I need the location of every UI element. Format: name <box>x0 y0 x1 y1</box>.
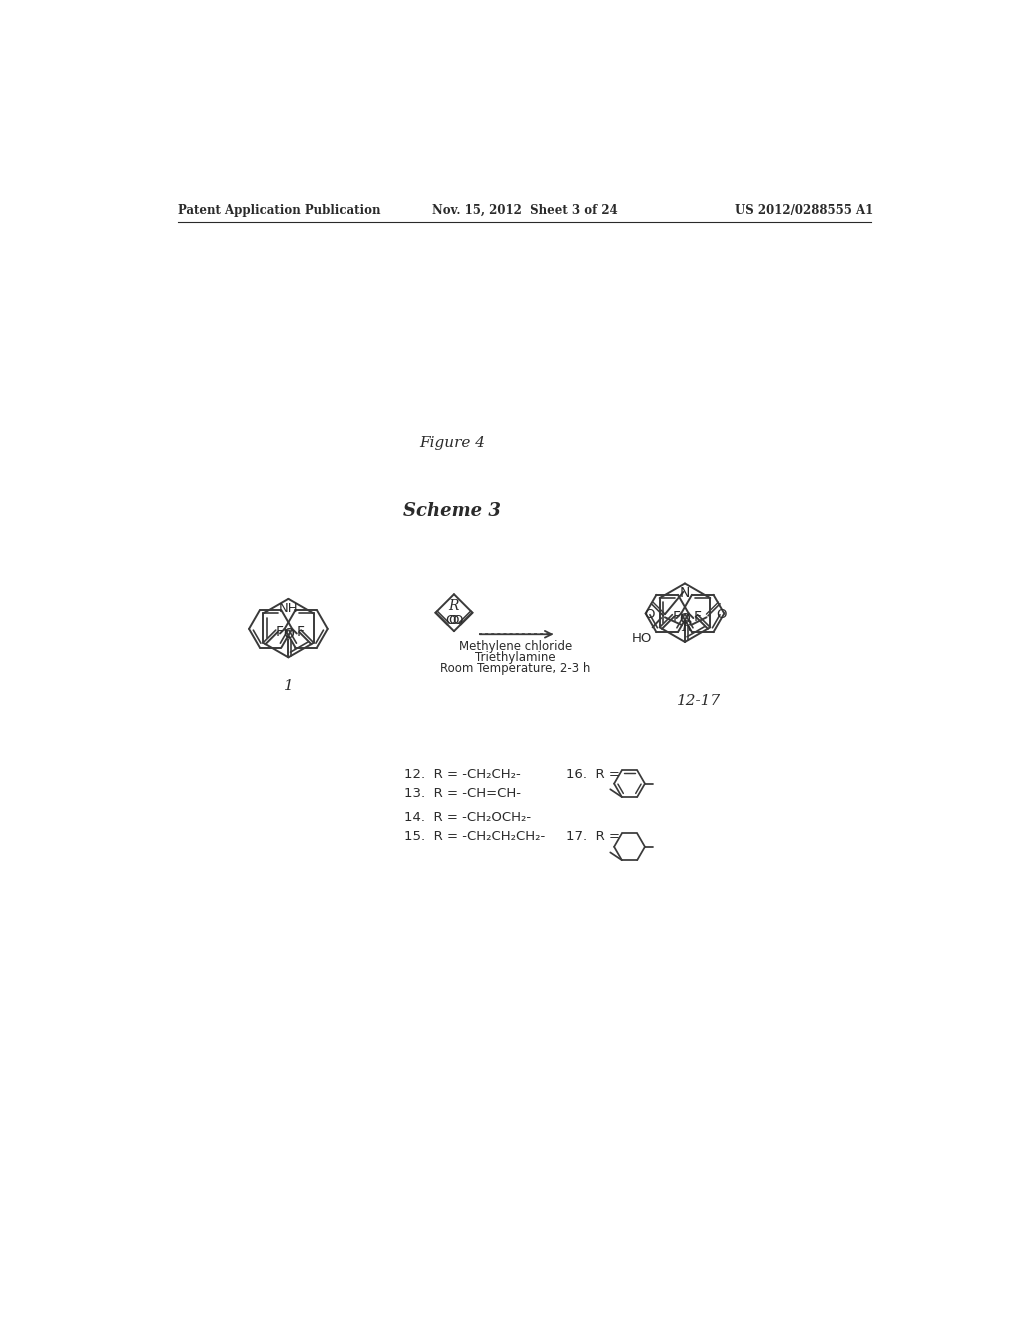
Text: N: N <box>680 586 690 599</box>
Text: O: O <box>680 612 690 626</box>
Text: 17.  R =: 17. R = <box>565 830 620 843</box>
Text: US 2012/0288555 A1: US 2012/0288555 A1 <box>735 205 873 218</box>
Text: 13.  R = -CH=CH-: 13. R = -CH=CH- <box>403 787 521 800</box>
Text: F: F <box>693 610 701 624</box>
Text: O: O <box>453 614 463 627</box>
Text: O: O <box>717 607 727 620</box>
Text: F: F <box>275 626 284 639</box>
Text: O: O <box>645 607 655 620</box>
Text: F: F <box>673 610 680 624</box>
Text: O: O <box>445 614 456 627</box>
Text: R: R <box>681 619 692 634</box>
Text: O: O <box>449 614 459 627</box>
Text: Scheme 3: Scheme 3 <box>403 502 502 520</box>
Text: Room Temperature, 2-3 h: Room Temperature, 2-3 h <box>440 663 591 675</box>
Text: Figure 4: Figure 4 <box>420 437 485 450</box>
Text: 12.  R = -CH₂CH₂-: 12. R = -CH₂CH₂- <box>403 768 520 781</box>
Text: 15.  R = -CH₂CH₂CH₂-: 15. R = -CH₂CH₂CH₂- <box>403 830 545 843</box>
Text: Nov. 15, 2012  Sheet 3 of 24: Nov. 15, 2012 Sheet 3 of 24 <box>432 205 617 218</box>
Text: NH: NH <box>279 602 298 615</box>
Text: F: F <box>297 626 305 639</box>
Text: HO: HO <box>632 632 652 645</box>
Text: O: O <box>283 627 294 642</box>
Text: 14.  R = -CH₂OCH₂-: 14. R = -CH₂OCH₂- <box>403 812 531 825</box>
Text: R: R <box>449 599 459 612</box>
Text: 1: 1 <box>284 678 293 693</box>
Text: Methylene chloride: Methylene chloride <box>459 640 572 653</box>
Text: 12-17: 12-17 <box>677 694 721 709</box>
Text: 16.  R =: 16. R = <box>565 768 620 781</box>
Text: Triethylamine: Triethylamine <box>475 651 556 664</box>
Text: Patent Application Publication: Patent Application Publication <box>178 205 381 218</box>
